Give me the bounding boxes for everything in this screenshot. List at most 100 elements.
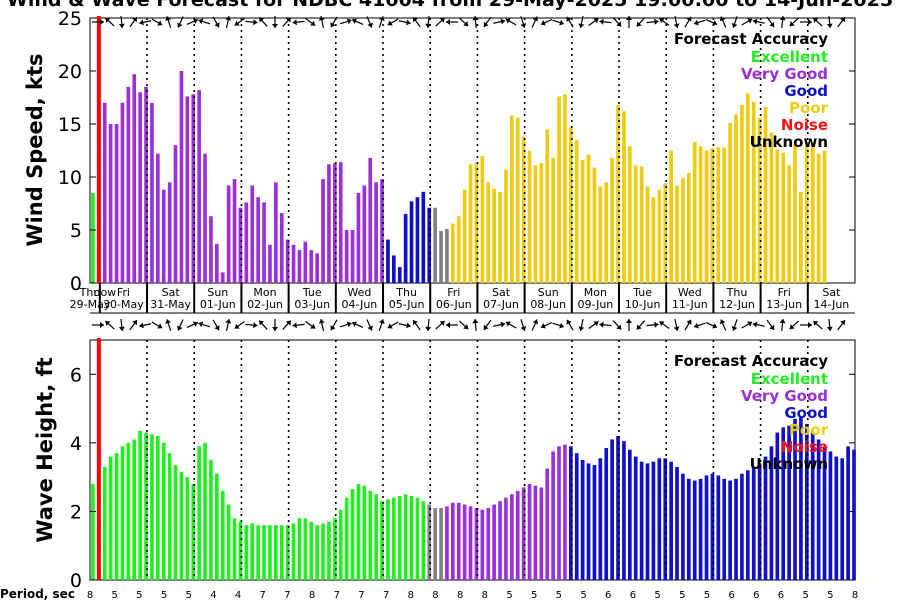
legend-entry: Very Good (741, 65, 828, 83)
bar (315, 525, 319, 580)
bar (740, 104, 744, 283)
y-tick-label: 25 (58, 8, 82, 30)
bar (445, 506, 449, 580)
bar (392, 255, 396, 283)
direction-arrow (234, 320, 245, 330)
bar (156, 436, 160, 580)
bar (209, 460, 213, 580)
direction-arrow (258, 17, 268, 27)
direction-arrow (92, 19, 104, 25)
direction-arrow (493, 18, 506, 25)
bar (651, 197, 656, 283)
bar (161, 442, 166, 580)
bar (350, 230, 355, 283)
period-value: 5 (161, 590, 167, 600)
bar (527, 150, 532, 283)
bar (692, 142, 697, 283)
plot-frame (89, 17, 856, 284)
direction-arrow (165, 319, 172, 331)
direction-arrow (412, 16, 421, 28)
bar (681, 473, 685, 580)
direction-arrow (612, 17, 622, 27)
period-value: 6 (605, 590, 611, 600)
direction-arrow (741, 18, 753, 26)
legend-entry: Good (784, 404, 828, 422)
day-date: 14-Jun (814, 298, 850, 311)
direction-arrow (351, 321, 364, 328)
bar (810, 143, 815, 283)
period-value: 7 (284, 590, 290, 600)
direction-arrow (659, 320, 670, 330)
bar (285, 239, 290, 283)
direction-arrow (826, 15, 833, 29)
bar (769, 132, 774, 283)
direction-arrow (646, 321, 659, 328)
period-value: 8 (482, 590, 488, 600)
day-weekday: Tue (632, 286, 652, 299)
direction-arrow (705, 19, 718, 26)
direction-arrow (330, 16, 338, 28)
bar (657, 458, 662, 580)
bar (810, 432, 815, 580)
day-weekday: Fri (447, 286, 460, 299)
bar (403, 214, 408, 283)
wave-ylabel: Wave Height, ft (33, 357, 57, 542)
bar (303, 241, 308, 283)
direction-arrow (483, 319, 492, 331)
legend-entry: Poor (789, 99, 829, 117)
bar (474, 508, 479, 580)
direction-arrow (741, 321, 753, 329)
period-value: 5 (531, 590, 537, 600)
bar (622, 111, 626, 283)
day-date: 08-Jun (530, 298, 566, 311)
bar (834, 456, 839, 580)
bar (368, 157, 373, 283)
bar (474, 163, 479, 283)
legend-title: Forecast Accuracy (674, 352, 828, 370)
period-label: Period, sec (0, 587, 75, 600)
direction-arrow (186, 18, 199, 25)
direction-arrow (837, 16, 846, 28)
bar (793, 418, 797, 580)
bar (492, 504, 496, 580)
bar (645, 463, 650, 580)
bar (734, 478, 738, 580)
wind-ylabel: Wind Speed, kts (23, 53, 47, 246)
direction-arrow (673, 319, 680, 331)
bar (698, 478, 703, 580)
direction-arrow (351, 18, 364, 25)
direction-arrow (588, 17, 599, 27)
bar (698, 146, 703, 283)
bar (374, 182, 378, 283)
bar (627, 449, 632, 580)
bar (197, 446, 201, 580)
bar (451, 223, 455, 283)
day-date: 12-Jun (719, 298, 755, 311)
direction-arrow (812, 17, 823, 27)
direction-arrow (599, 321, 612, 328)
direction-arrow (330, 319, 338, 331)
direction-arrow (366, 319, 373, 331)
bar (669, 461, 673, 580)
period-value: 7 (358, 590, 364, 600)
direction-arrow (282, 320, 292, 330)
direction-arrow (789, 17, 800, 27)
bar (220, 490, 225, 580)
period-value: 5 (827, 590, 833, 600)
bar (268, 525, 272, 580)
direction-arrow (412, 319, 421, 331)
legend-title: Forecast Accuracy (674, 30, 828, 48)
direction-arrow (234, 17, 245, 27)
direction-arrow (305, 17, 316, 27)
direction-arrow (625, 16, 632, 28)
bar (763, 107, 768, 283)
bar (150, 434, 154, 580)
bar (686, 478, 691, 580)
bar (563, 444, 567, 580)
direction-arrow (398, 19, 411, 26)
bar (279, 525, 284, 580)
bar (244, 525, 249, 580)
day-weekday: Sat (162, 286, 181, 299)
bar (527, 484, 532, 580)
